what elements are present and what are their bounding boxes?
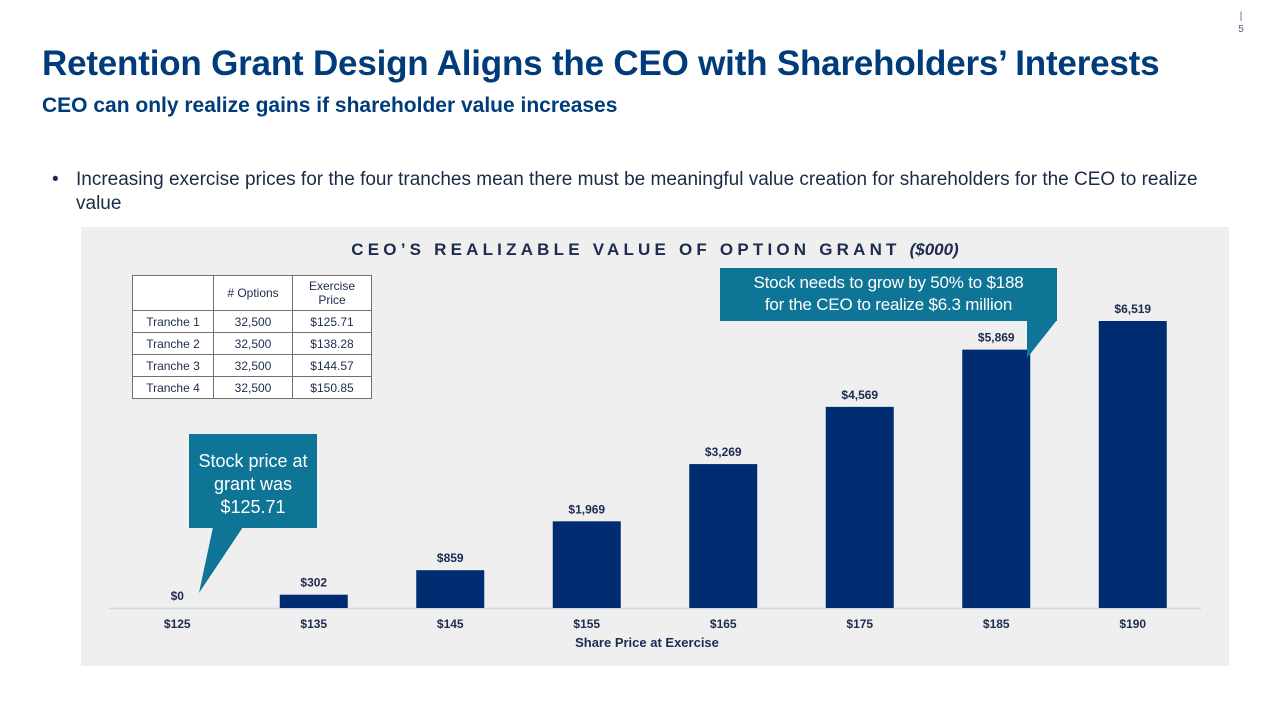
x-tick-label: $185	[983, 617, 1010, 631]
page-title: Retention Grant Design Aligns the CEO wi…	[42, 44, 1160, 83]
chart-title-units: ($000)	[909, 240, 959, 259]
tranche-table-header: # Options Exercise Price	[132, 275, 372, 311]
x-tick-label: $135	[300, 617, 327, 631]
target-value-callout: Stock needs to grow by 50% to $188 for t…	[720, 268, 1057, 321]
data-label: $302	[300, 576, 327, 590]
page-number-divider: |	[1239, 11, 1243, 22]
tranche-options: 32,500	[213, 354, 293, 377]
x-tick-label: $145	[437, 617, 464, 631]
data-label: $3,269	[705, 445, 742, 459]
bullet-item: • Increasing exercise prices for the fou…	[52, 168, 1212, 216]
x-axis-label: Share Price at Exercise	[575, 635, 719, 650]
page-number-value: 5	[1238, 24, 1244, 35]
table-row: Tranche 2 32,500 $138.28	[132, 332, 372, 355]
tranche-name: Tranche 3	[132, 354, 214, 377]
data-label: $4,569	[841, 388, 878, 402]
tranche-name: Tranche 2	[132, 332, 214, 355]
tranche-header-exercise-price: Exercise Price	[292, 275, 372, 311]
bar	[1098, 321, 1167, 608]
tranche-options: 32,500	[213, 310, 293, 333]
tranche-header-blank	[132, 275, 214, 311]
table-row: Tranche 3 32,500 $144.57	[132, 354, 372, 377]
page-number: | 5	[1236, 10, 1246, 36]
tranche-options: 32,500	[213, 376, 293, 399]
tranche-price: $125.71	[292, 310, 372, 333]
bullet-marker: •	[52, 169, 59, 190]
bullet-text: Increasing exercise prices for the four …	[76, 169, 1198, 214]
table-row: Tranche 4 32,500 $150.85	[132, 376, 372, 399]
data-label: $6,519	[1114, 302, 1151, 316]
data-label: $5,869	[978, 331, 1015, 345]
tranche-name: Tranche 1	[132, 310, 214, 333]
x-tick-label: $190	[1119, 617, 1146, 631]
bar	[962, 349, 1031, 608]
x-tick-label: $175	[846, 617, 873, 631]
tranche-price: $138.28	[292, 332, 372, 355]
bar	[279, 594, 348, 608]
chart-title: CEO’S REALIZABLE VALUE OF OPTION GRANT (…	[0, 240, 1280, 260]
target-callout-pointer	[1027, 320, 1057, 358]
tranche-table: # Options Exercise Price Tranche 1 32,50…	[132, 275, 372, 399]
page-subtitle: CEO can only realize gains if shareholde…	[42, 94, 618, 117]
bar	[825, 406, 894, 608]
bar	[416, 570, 485, 608]
grant-price-callout: Stock price at grant was $125.71	[189, 434, 317, 528]
data-label: $1,969	[568, 502, 605, 516]
tranche-name: Tranche 4	[132, 376, 214, 399]
data-label: $0	[171, 589, 185, 603]
bar	[689, 464, 758, 608]
target-callout-line-1: Stock needs to grow by 50% to $188	[753, 273, 1024, 292]
tranche-price: $150.85	[292, 376, 372, 399]
tranche-header-options: # Options	[213, 275, 293, 311]
table-row: Tranche 1 32,500 $125.71	[132, 310, 372, 333]
x-tick-label: $125	[164, 617, 191, 631]
tranche-price: $144.57	[292, 354, 372, 377]
target-callout-line-2: for the CEO to realize $6.3 million	[764, 295, 1013, 314]
data-label: $859	[437, 551, 464, 565]
chart-title-text: CEO’S REALIZABLE VALUE OF OPTION GRANT	[351, 240, 901, 259]
x-tick-label: $165	[710, 617, 737, 631]
bar	[552, 521, 621, 608]
x-tick-label: $155	[573, 617, 600, 631]
tranche-options: 32,500	[213, 332, 293, 355]
